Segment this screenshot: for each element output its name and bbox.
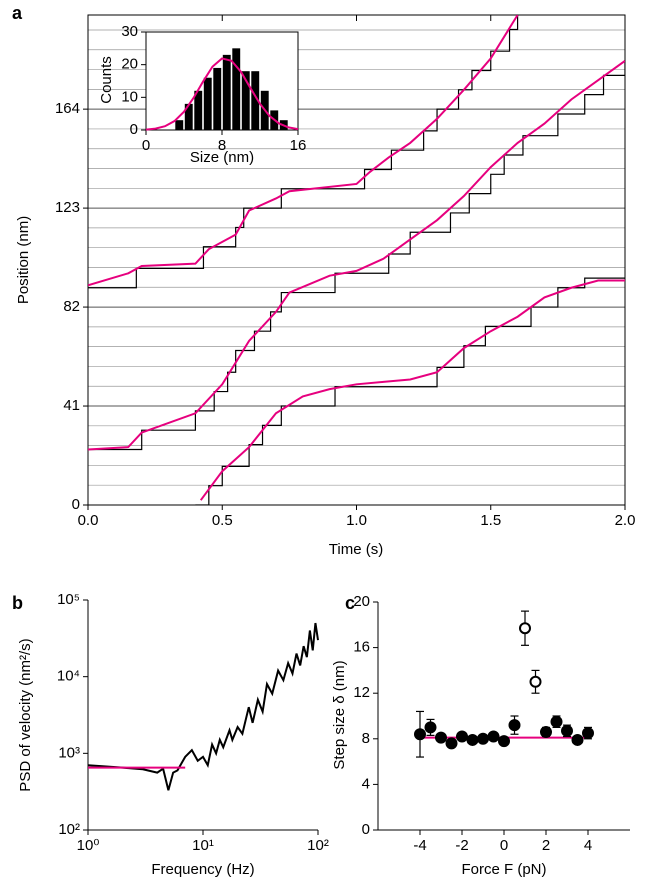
- x-axis-label: Time (s): [329, 541, 383, 558]
- data-point: [477, 732, 489, 745]
- y-tick-label: 12: [353, 684, 370, 701]
- data-point: [561, 724, 573, 737]
- x-tick-label: -2: [455, 837, 468, 854]
- panel-label: a: [12, 3, 23, 23]
- data-point: [550, 715, 563, 728]
- data-point: [456, 730, 468, 743]
- x-tick-label: 10¹: [192, 837, 214, 854]
- x-tick-label: 1.5: [480, 512, 501, 529]
- y-tick-label: 0: [72, 496, 80, 513]
- histogram-bar: [251, 71, 260, 130]
- histogram-bar: [203, 77, 212, 130]
- histogram-bar: [213, 67, 222, 130]
- x-tick-label: 10²: [307, 837, 329, 854]
- histogram-bar: [194, 90, 203, 130]
- y-tick-label: 20: [353, 593, 370, 610]
- x-tick-label: 16: [290, 137, 307, 154]
- histogram-bar: [222, 54, 231, 130]
- data-point: [571, 733, 584, 746]
- y-tick-label: 8: [362, 730, 370, 747]
- data-point: [435, 731, 447, 744]
- x-tick-label: 2: [542, 837, 550, 854]
- data-point: [445, 737, 458, 750]
- x-tick-label: 2.0: [615, 512, 636, 529]
- trace: [199, 279, 625, 501]
- y-tick-label: 10³: [58, 744, 80, 761]
- x-tick-label: 0.5: [212, 512, 233, 529]
- x-tick-label: 0.0: [78, 512, 99, 529]
- histogram-bar: [184, 103, 193, 130]
- data-point: [519, 622, 531, 635]
- data-point: [466, 733, 479, 746]
- x-tick-label: 10⁰: [77, 837, 100, 854]
- histogram-bar: [175, 120, 184, 130]
- y-tick-label: 123: [55, 199, 80, 216]
- y-tick-label: 30: [121, 23, 138, 40]
- panel-label: c: [345, 593, 355, 613]
- axes: [377, 602, 630, 831]
- data-point: [487, 730, 500, 743]
- y-tick-label: 10⁴: [57, 668, 80, 685]
- y-tick-label: 164: [55, 100, 80, 117]
- plot-area: [145, 48, 299, 131]
- plot-frame: [87, 14, 626, 506]
- x-axis-label: Force F (pN): [461, 861, 546, 878]
- plot-area: [87, 622, 319, 791]
- trace: [145, 57, 299, 131]
- data-point: [582, 727, 594, 740]
- data-point: [540, 725, 552, 738]
- axes: [87, 600, 318, 831]
- plot-area: [88, 15, 625, 505]
- histogram-bar: [241, 71, 250, 130]
- y-tick-label: 10⁵: [57, 591, 80, 608]
- histogram-bar: [232, 48, 241, 131]
- trace: [88, 15, 519, 287]
- data-point: [414, 728, 426, 741]
- y-tick-label: 41: [63, 397, 80, 414]
- y-tick-label: 0: [130, 121, 138, 138]
- y-tick-label: 4: [362, 775, 370, 792]
- data-point: [498, 735, 510, 748]
- y-axis-label: Step size δ (nm): [331, 660, 348, 769]
- y-tick-label: 16: [353, 639, 370, 656]
- x-tick-label: 0: [500, 837, 508, 854]
- data-point: [508, 719, 521, 732]
- x-axis-label: Size (nm): [190, 149, 254, 166]
- x-tick-label: 0: [142, 137, 150, 154]
- y-axis-label: Counts: [98, 56, 115, 104]
- y-tick-label: 10: [121, 88, 138, 105]
- step-fit: [88, 15, 519, 289]
- x-tick-label: 4: [584, 837, 592, 854]
- y-tick-label: 82: [63, 298, 80, 315]
- data-point: [529, 675, 542, 688]
- x-tick-label: 1.0: [346, 512, 367, 529]
- y-axis-label: PSD of velocity (nm²/s): [17, 638, 34, 791]
- x-axis-label: Frequency (Hz): [151, 861, 254, 878]
- y-tick-label: 0: [362, 821, 370, 838]
- panel-label: b: [12, 593, 23, 613]
- x-tick-label: 8: [218, 137, 226, 154]
- trace: [87, 622, 319, 791]
- y-tick-label: 10²: [58, 821, 80, 838]
- x-tick-label: -4: [413, 837, 426, 854]
- y-axis-label: Position (nm): [15, 216, 32, 304]
- trace: [88, 60, 625, 451]
- y-tick-label: 20: [121, 56, 138, 73]
- step-fit: [195, 277, 625, 505]
- plot-area: [414, 610, 594, 758]
- data-point: [424, 721, 437, 734]
